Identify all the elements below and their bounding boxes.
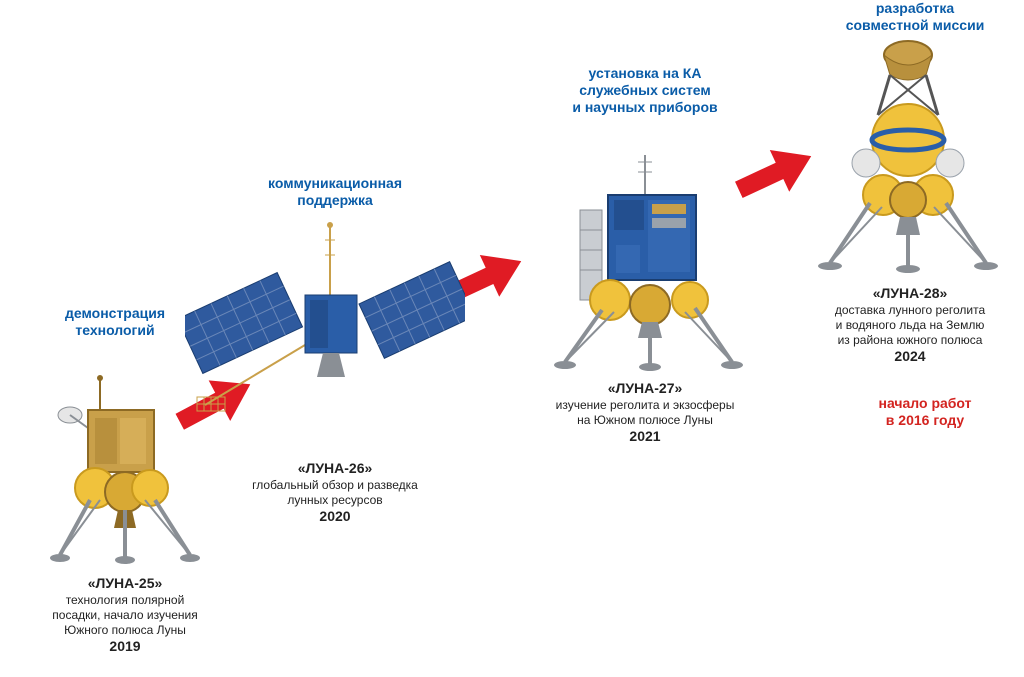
caption-desc: изучение реголита и экзосферына Южном по… xyxy=(530,398,760,428)
caption-title: «ЛУНА-27» xyxy=(530,380,760,398)
caption-year: 2021 xyxy=(530,428,760,446)
label-comm-support: коммуникационнаяподдержка xyxy=(235,175,435,209)
label-tech-demo: демонстрациятехнологий xyxy=(40,305,190,339)
caption-year: 2024 xyxy=(810,348,1010,366)
luna-28-craft xyxy=(808,35,1008,280)
caption-luna-28: «ЛУНА-28» доставка лунного реголитаи вод… xyxy=(810,285,1010,365)
caption-title: «ЛУНА-25» xyxy=(30,575,220,593)
caption-year: 2019 xyxy=(30,638,220,656)
caption-desc: технология полярнойпосадки, начало изуче… xyxy=(30,593,220,638)
label-start-2016: начало работв 2016 году xyxy=(850,395,1000,429)
caption-luna-25: «ЛУНА-25» технология полярнойпосадки, на… xyxy=(30,575,220,655)
label-joint-mission: разработкасовместной миссии xyxy=(820,0,1010,34)
label-text: установка на КАслужебных системи научных… xyxy=(572,65,717,115)
caption-title: «ЛУНА-26» xyxy=(225,460,445,478)
label-text: начало работв 2016 году xyxy=(878,395,971,428)
caption-desc: глобальный обзор и разведкалунных ресурс… xyxy=(225,478,445,508)
caption-year: 2020 xyxy=(225,508,445,526)
caption-title: «ЛУНА-28» xyxy=(810,285,1010,303)
label-text: разработкасовместной миссии xyxy=(846,0,985,33)
label-text: демонстрациятехнологий xyxy=(65,305,165,338)
luna-27-craft xyxy=(540,150,750,375)
caption-luna-26: «ЛУНА-26» глобальный обзор и разведкалун… xyxy=(225,460,445,525)
luna-26-craft xyxy=(185,215,465,455)
label-text: коммуникационнаяподдержка xyxy=(268,175,402,208)
caption-luna-27: «ЛУНА-27» изучение реголита и экзосферын… xyxy=(530,380,760,445)
caption-desc: доставка лунного реголитаи водяного льда… xyxy=(810,303,1010,348)
label-systems-install: установка на КАслужебных системи научных… xyxy=(540,65,750,115)
